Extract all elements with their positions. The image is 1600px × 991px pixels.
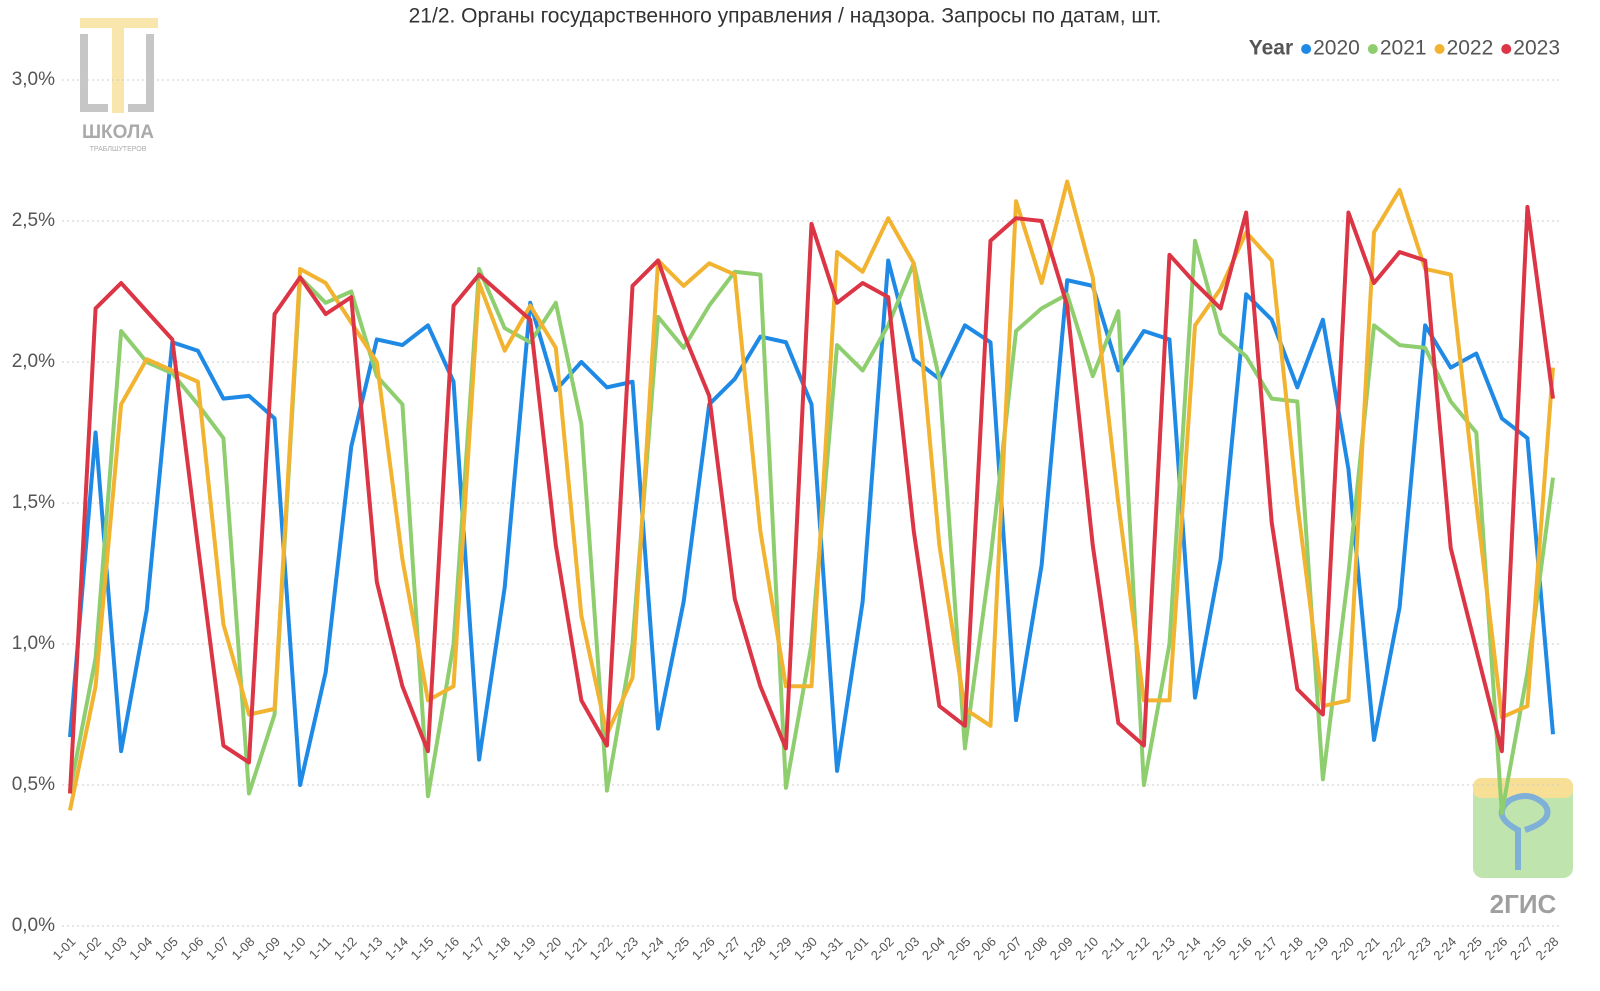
y-tick-label: 0,5% bbox=[12, 774, 55, 795]
x-tick-label: 2-07 bbox=[996, 934, 1025, 963]
x-tick-label: 1-17 bbox=[459, 934, 488, 963]
y-tick-label: 3,0% bbox=[12, 69, 55, 90]
logo-shape bbox=[1498, 793, 1551, 870]
x-tick-label: 2-15 bbox=[1200, 934, 1229, 963]
x-tick-label: 2-18 bbox=[1277, 934, 1306, 963]
legend-marker bbox=[1301, 44, 1312, 54]
series-line bbox=[68, 179, 1555, 811]
x-tick-label: 1-16 bbox=[433, 934, 462, 963]
x-tick-label: 2-25 bbox=[1456, 934, 1485, 963]
x-tick-label: 2-11 bbox=[1099, 934, 1127, 962]
x-tick-label: 1-25 bbox=[663, 934, 692, 963]
y-tick-label: 2,0% bbox=[12, 351, 55, 372]
legend-marker bbox=[1434, 44, 1445, 54]
x-tick-label: 1-24 bbox=[638, 934, 667, 963]
x-tick-label: 1-06 bbox=[177, 934, 206, 963]
x-tick-label: 2-04 bbox=[919, 934, 948, 963]
logo-shape bbox=[112, 18, 124, 113]
x-tick-label: 2-06 bbox=[970, 934, 999, 963]
logo-text: ШКОЛА bbox=[82, 122, 154, 143]
legend-label: 2021 bbox=[1380, 37, 1427, 60]
x-tick-label: 1-15 bbox=[408, 934, 437, 963]
y-tick-label: 1,5% bbox=[12, 492, 55, 513]
legend-marker bbox=[1501, 44, 1512, 54]
x-tick-label: 2-10 bbox=[1072, 934, 1101, 963]
logo-text: 2ГИС bbox=[1490, 889, 1557, 919]
x-tick-label: 1-10 bbox=[280, 934, 309, 963]
x-tick-label: 1-26 bbox=[689, 934, 718, 963]
legend: 2023 2022 2021 2020 Year bbox=[1249, 37, 1560, 60]
brand-logo: 2ГИС bbox=[1473, 778, 1573, 919]
x-tick-label: 1-29 bbox=[765, 934, 794, 963]
x-tick-label: 1-28 bbox=[740, 934, 769, 963]
x-tick-label: 2-20 bbox=[1328, 934, 1357, 963]
x-tick-label: 1-05 bbox=[152, 934, 181, 963]
x-tick-label: 1-14 bbox=[382, 934, 411, 963]
x-tick-label: 2-01 bbox=[842, 934, 871, 963]
y-tick-label: 0,0% bbox=[12, 915, 55, 936]
series-line bbox=[68, 258, 1555, 787]
x-tick-label: 1-12 bbox=[331, 934, 360, 963]
x-tick-label: 1-07 bbox=[203, 934, 232, 963]
logo-subtext: ТРАБЛШУТЕРОВ bbox=[90, 146, 147, 153]
x-tick-label: 1-27 bbox=[714, 934, 743, 963]
x-tick-label: 1-30 bbox=[791, 934, 820, 963]
legend-label: 2023 bbox=[1513, 37, 1560, 60]
x-tick-label: 2-23 bbox=[1405, 934, 1434, 963]
x-tick-label: 2-28 bbox=[1533, 934, 1562, 963]
x-tick-label: 1-13 bbox=[356, 934, 385, 963]
x-tick-label: 1-09 bbox=[254, 934, 283, 963]
x-tick-label: 1-02 bbox=[75, 934, 104, 963]
x-tick-label: 1-31 bbox=[817, 934, 846, 963]
x-tick-label: 1-18 bbox=[484, 934, 513, 963]
x-tick-label: 1-03 bbox=[101, 934, 130, 963]
x-tick-label: 1-19 bbox=[510, 934, 539, 963]
y-tick-label: 2,5% bbox=[12, 210, 55, 231]
x-tick-label: 2-14 bbox=[1175, 934, 1204, 963]
series-line bbox=[68, 238, 1555, 816]
x-tick-label: 2-27 bbox=[1507, 934, 1536, 963]
legend-title: Year bbox=[1249, 37, 1293, 60]
x-tick-label: 1-11 bbox=[306, 934, 334, 962]
x-tick-label: 2-08 bbox=[1021, 934, 1050, 963]
legend-label: 2022 bbox=[1447, 37, 1494, 60]
x-tick-label: 2-22 bbox=[1379, 934, 1408, 963]
x-tick-label: 1-08 bbox=[229, 934, 258, 963]
x-tick-label: 2-17 bbox=[1251, 934, 1280, 963]
x-tick-label: 2-19 bbox=[1302, 934, 1331, 963]
x-tick-label: 2-03 bbox=[893, 934, 922, 963]
logo-shape bbox=[80, 34, 154, 112]
x-tick-label: 2-21 bbox=[1354, 934, 1383, 963]
chart-title: 21/2. Органы государственного управления… bbox=[409, 5, 1162, 28]
logo-shape bbox=[1473, 778, 1573, 878]
school-logo: ШКОЛА ТРАБЛШУТЕРОВ bbox=[80, 18, 158, 153]
x-tick-label: 2-16 bbox=[1226, 934, 1255, 963]
x-tick-label: 2-02 bbox=[868, 934, 897, 963]
x-tick-label: 1-22 bbox=[586, 934, 615, 963]
x-tick-label: 1-04 bbox=[126, 934, 155, 963]
legend-marker bbox=[1367, 44, 1378, 54]
x-tick-label: 1-21 bbox=[561, 934, 590, 963]
x-tick-label: 1-23 bbox=[612, 934, 641, 963]
x-tick-label: 2-26 bbox=[1481, 934, 1510, 963]
series-line bbox=[68, 204, 1555, 794]
x-tick-label: 2-12 bbox=[1123, 934, 1152, 963]
x-tick-label: 2-13 bbox=[1149, 934, 1178, 963]
x-tick-label: 1-01 bbox=[50, 934, 79, 963]
legend-label: 2020 bbox=[1313, 37, 1360, 60]
x-tick-label: 1-20 bbox=[535, 934, 564, 963]
y-tick-label: 1,0% bbox=[12, 633, 55, 654]
x-tick-label: 2-05 bbox=[944, 934, 973, 963]
x-tick-label: 2-09 bbox=[1047, 934, 1076, 963]
x-tick-label: 2-24 bbox=[1430, 934, 1459, 963]
